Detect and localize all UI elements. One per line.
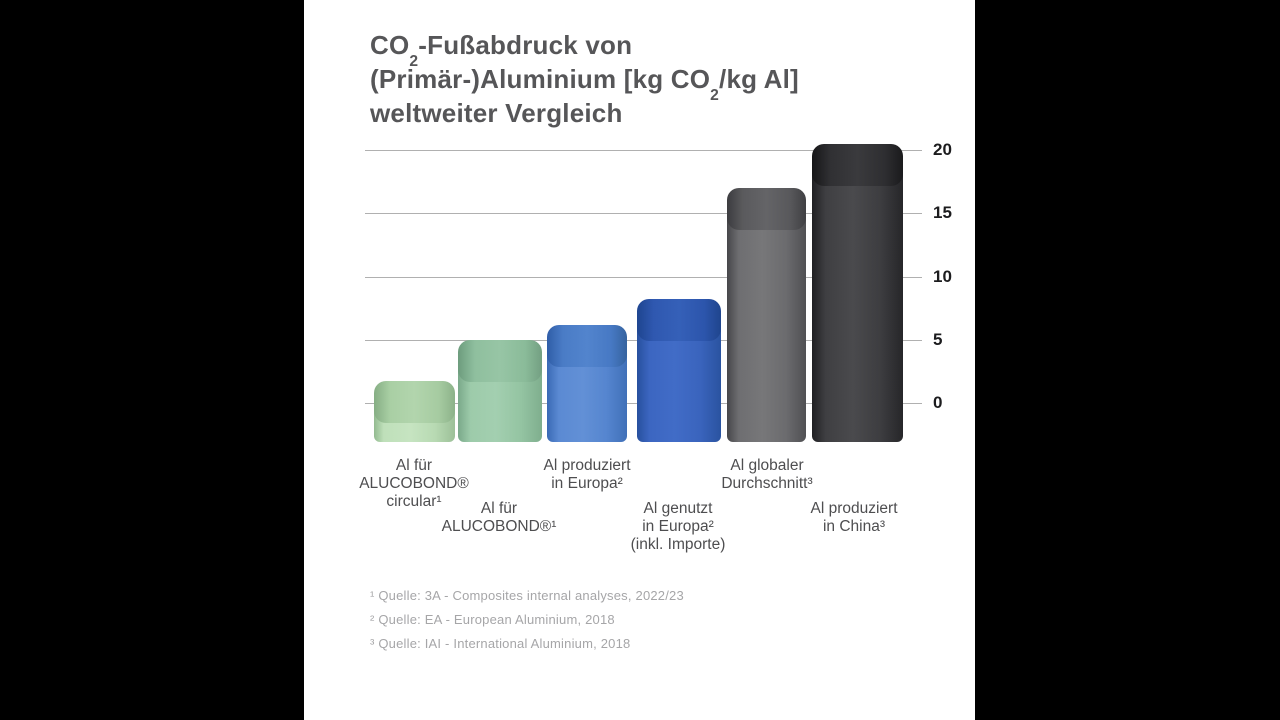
letterbox-left [0,0,304,720]
category-label-line: ALUCOBOND®¹ [441,518,557,535]
bar-front-face [727,208,806,442]
bar-5 [727,187,806,442]
category-label-line: ALUCOBOND® [359,475,469,492]
category-label-line: Al globaler [730,457,804,474]
category-label-line: Al produziert [810,500,898,517]
gridline-15 [365,213,922,215]
category-label-line: in Europa² [642,518,714,535]
bar-1 [374,381,455,442]
category-label-line: circular¹ [386,493,442,510]
chart-title-line3: weltweiter Vergleich [370,98,623,128]
bar-2 [458,339,542,442]
category-label-4: Al genutzt in Europa² (inkl. Importe) [631,500,726,554]
slide-panel: CO2-Fußabdruck von (Primär-)Aluminium [k… [304,0,975,720]
category-label-2: Al für ALUCOBOND®¹ [442,500,557,536]
bar-4 [637,299,721,442]
category-label-line: Durchschnitt³ [721,475,813,492]
letterbox-right [975,0,1280,720]
y-tick-label-15: 15 [933,203,952,223]
category-label-line: in China³ [822,518,886,535]
bar-top-face [637,299,721,342]
chart-title-line2: (Primär-)Aluminium [kg CO2/kg Al] [370,64,799,104]
bar-top-face [374,381,455,424]
category-label-line: Al genutzt [643,500,713,517]
footnotes: ¹ Quelle: 3A - Composites internal analy… [370,584,684,656]
chart-title: CO2-Fußabdruck von (Primär-)Aluminium [k… [370,28,799,130]
y-tick-label-5: 5 [933,329,943,349]
bar-top-face [458,339,542,382]
footnote-1: ¹ Quelle: 3A - Composites internal analy… [370,588,684,603]
category-label-3: Al produziert in Europa² [543,457,630,493]
bar-top-face [812,143,903,186]
category-label-line: Al für [395,457,433,474]
bar-6 [812,143,903,442]
category-label-1: Al für ALUCOBOND® circular¹ [359,457,469,511]
bar-top-face [547,324,627,367]
y-tick-label-10: 10 [933,266,952,286]
category-label-line: Al produziert [543,457,631,474]
gridline-10 [365,276,922,278]
chart-title-line1: CO2-Fußabdruck von [370,30,633,70]
category-label-5: Al globaler Durchschnitt³ [721,457,812,493]
y-tick-label-20: 20 [933,140,952,159]
y-tick-label-0: 0 [933,393,943,412]
chart: 0 5 10 15 20 Al für ALUCOBOND® circular¹ Al für A… [304,0,975,720]
footnote-3: ³ Quelle: IAI - International Aluminium,… [370,636,631,651]
gridline-20 [365,150,922,151]
bar-front-face [812,164,903,442]
bar-3 [547,324,627,442]
footnote-2: ² Quelle: EA - European Aluminium, 2018 [370,612,615,627]
category-label-line: Al für [480,500,518,517]
category-label-line: in Europa² [551,475,623,492]
bar-top-face [727,187,806,230]
category-label-line: (inkl. Importe) [630,536,726,553]
category-label-6: Al produziert in China³ [810,500,897,536]
